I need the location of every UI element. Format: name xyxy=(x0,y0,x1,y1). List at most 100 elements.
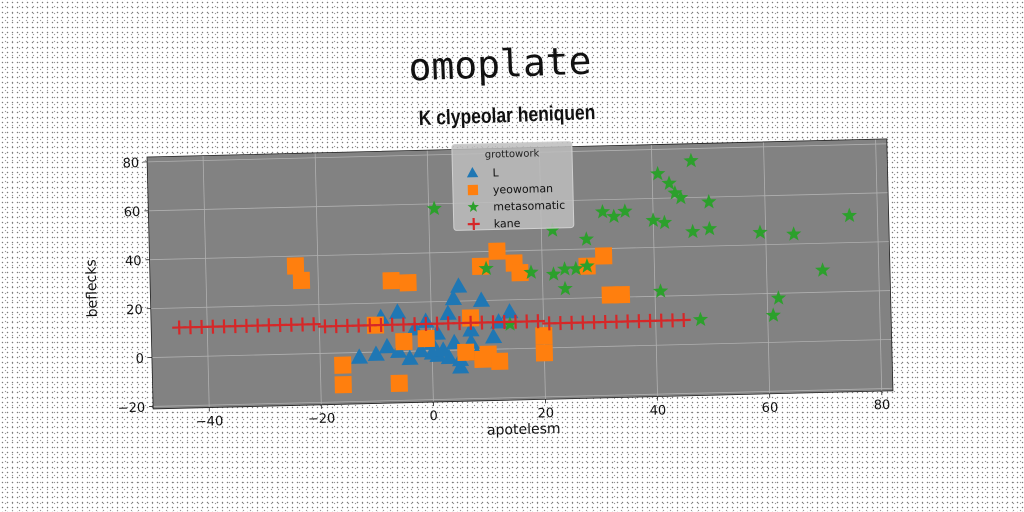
data-point-L xyxy=(350,348,369,364)
x-tick-label: 20 xyxy=(537,406,554,421)
data-point-metasomatic xyxy=(786,226,802,241)
data-point-yeowoman xyxy=(535,344,554,362)
data-point-metasomatic xyxy=(765,307,781,323)
x-gridline xyxy=(875,139,883,392)
data-point-kane xyxy=(306,317,321,332)
data-point-metasomatic xyxy=(650,165,666,181)
legend-box xyxy=(451,141,575,231)
data-point-metasomatic xyxy=(557,280,573,296)
legend-marker-L xyxy=(466,167,479,178)
data-point-L xyxy=(490,313,508,329)
data-point-L xyxy=(401,349,419,366)
data-point-kane xyxy=(676,313,691,328)
x-gridline xyxy=(651,144,658,397)
data-point-metasomatic xyxy=(617,203,633,218)
data-point-metasomatic xyxy=(578,231,594,246)
y-tick-label: 0 xyxy=(135,352,144,367)
data-point-metasomatic xyxy=(478,260,494,276)
y-axis-label: beflecks xyxy=(83,259,100,317)
data-point-metasomatic xyxy=(544,222,561,237)
data-point-L xyxy=(450,277,468,293)
ticks: −40 −20 0 20 40 60 80 −20 0 20 40 60 80 xyxy=(118,156,891,430)
legend-label: yeowoman xyxy=(493,182,553,196)
data-point-metasomatic xyxy=(523,264,539,279)
data-point-metasomatic xyxy=(701,193,717,209)
data-point-yeowoman xyxy=(594,247,613,265)
data-point-metasomatic xyxy=(652,283,669,298)
data-point-metasomatic xyxy=(656,214,673,230)
data-point-metasomatic xyxy=(752,224,768,240)
data-point-yeowoman xyxy=(399,274,417,292)
y-tick-label: 20 xyxy=(126,303,143,318)
x-tick-label: 60 xyxy=(762,401,779,416)
x-tick-label: −20 xyxy=(308,411,336,427)
legend-label: metasomatic xyxy=(493,199,565,214)
data-point-metasomatic xyxy=(545,266,562,281)
data-point-yeowoman xyxy=(395,332,413,351)
data-point-L xyxy=(378,337,396,354)
y-tick-label: 60 xyxy=(124,205,141,220)
y-tick-label: 80 xyxy=(122,156,139,171)
data-point-metasomatic xyxy=(701,220,718,236)
data-point-kane xyxy=(530,314,545,329)
data-point-L xyxy=(390,342,408,359)
chart-title: omoplate xyxy=(408,39,593,90)
data-point-yeowoman xyxy=(457,343,475,362)
x-gridline xyxy=(202,155,210,408)
data-point-yeowoman xyxy=(535,327,553,345)
legend-marker-kane xyxy=(467,217,480,231)
data-point-L xyxy=(485,327,503,344)
data-point-yeowoman xyxy=(390,374,408,393)
data-point-L xyxy=(452,358,470,374)
data-point-metasomatic xyxy=(692,311,709,327)
data-point-metasomatic xyxy=(841,207,857,223)
data-point-metasomatic xyxy=(594,203,611,219)
data-point-metasomatic xyxy=(770,290,787,305)
data-point-yeowoman xyxy=(490,352,509,370)
data-point-metasomatic xyxy=(683,152,699,168)
y-gridline xyxy=(151,339,892,358)
x-axis-label: apotelesm xyxy=(487,421,561,439)
data-point-metasomatic xyxy=(426,200,442,216)
data-point-metasomatic xyxy=(661,175,677,190)
data-point-L xyxy=(439,304,457,321)
legend-label: L xyxy=(492,166,499,179)
data-point-metasomatic xyxy=(606,208,622,224)
data-point-L xyxy=(472,291,491,308)
data-point-L xyxy=(444,289,462,306)
x-gridline xyxy=(314,152,322,405)
x-gridline xyxy=(763,141,771,394)
data-point-yeowoman xyxy=(286,257,305,275)
data-point-L xyxy=(412,341,430,358)
data-point-metasomatic xyxy=(815,262,831,277)
data-point-yeowoman xyxy=(292,271,311,290)
x-tick-label: 80 xyxy=(874,398,891,413)
x-tick-label: 40 xyxy=(649,403,666,418)
data-marks xyxy=(172,152,857,394)
data-point-yeowoman xyxy=(511,263,529,282)
data-point-L xyxy=(367,345,385,362)
data-point-L xyxy=(501,303,519,319)
y-tick-label: 40 xyxy=(125,254,142,269)
data-point-yeowoman xyxy=(612,285,631,304)
data-point-metasomatic xyxy=(673,189,689,205)
data-point-L xyxy=(389,303,407,319)
legend-marker-yeowoman xyxy=(467,184,479,196)
data-point-yeowoman xyxy=(417,329,435,348)
data-point-yeowoman xyxy=(334,375,352,394)
data-point-metasomatic xyxy=(557,261,573,276)
y-tick-label: −20 xyxy=(118,401,146,417)
legend-title: grottowork xyxy=(485,148,540,160)
data-point-L xyxy=(440,348,458,365)
y-gridline xyxy=(153,387,893,407)
data-point-metasomatic xyxy=(685,223,701,239)
x-tick-label: 0 xyxy=(429,409,438,424)
y-gridline xyxy=(149,241,890,261)
chart-subtitle: K clypeolar heniquen xyxy=(418,102,595,131)
axes: −40 −20 0 20 40 60 80 −20 0 20 40 60 80 apotelesm be… xyxy=(83,138,894,439)
x-tick-label: −40 xyxy=(196,414,224,430)
data-point-yeowoman xyxy=(488,242,506,260)
data-point-metasomatic xyxy=(502,316,518,331)
